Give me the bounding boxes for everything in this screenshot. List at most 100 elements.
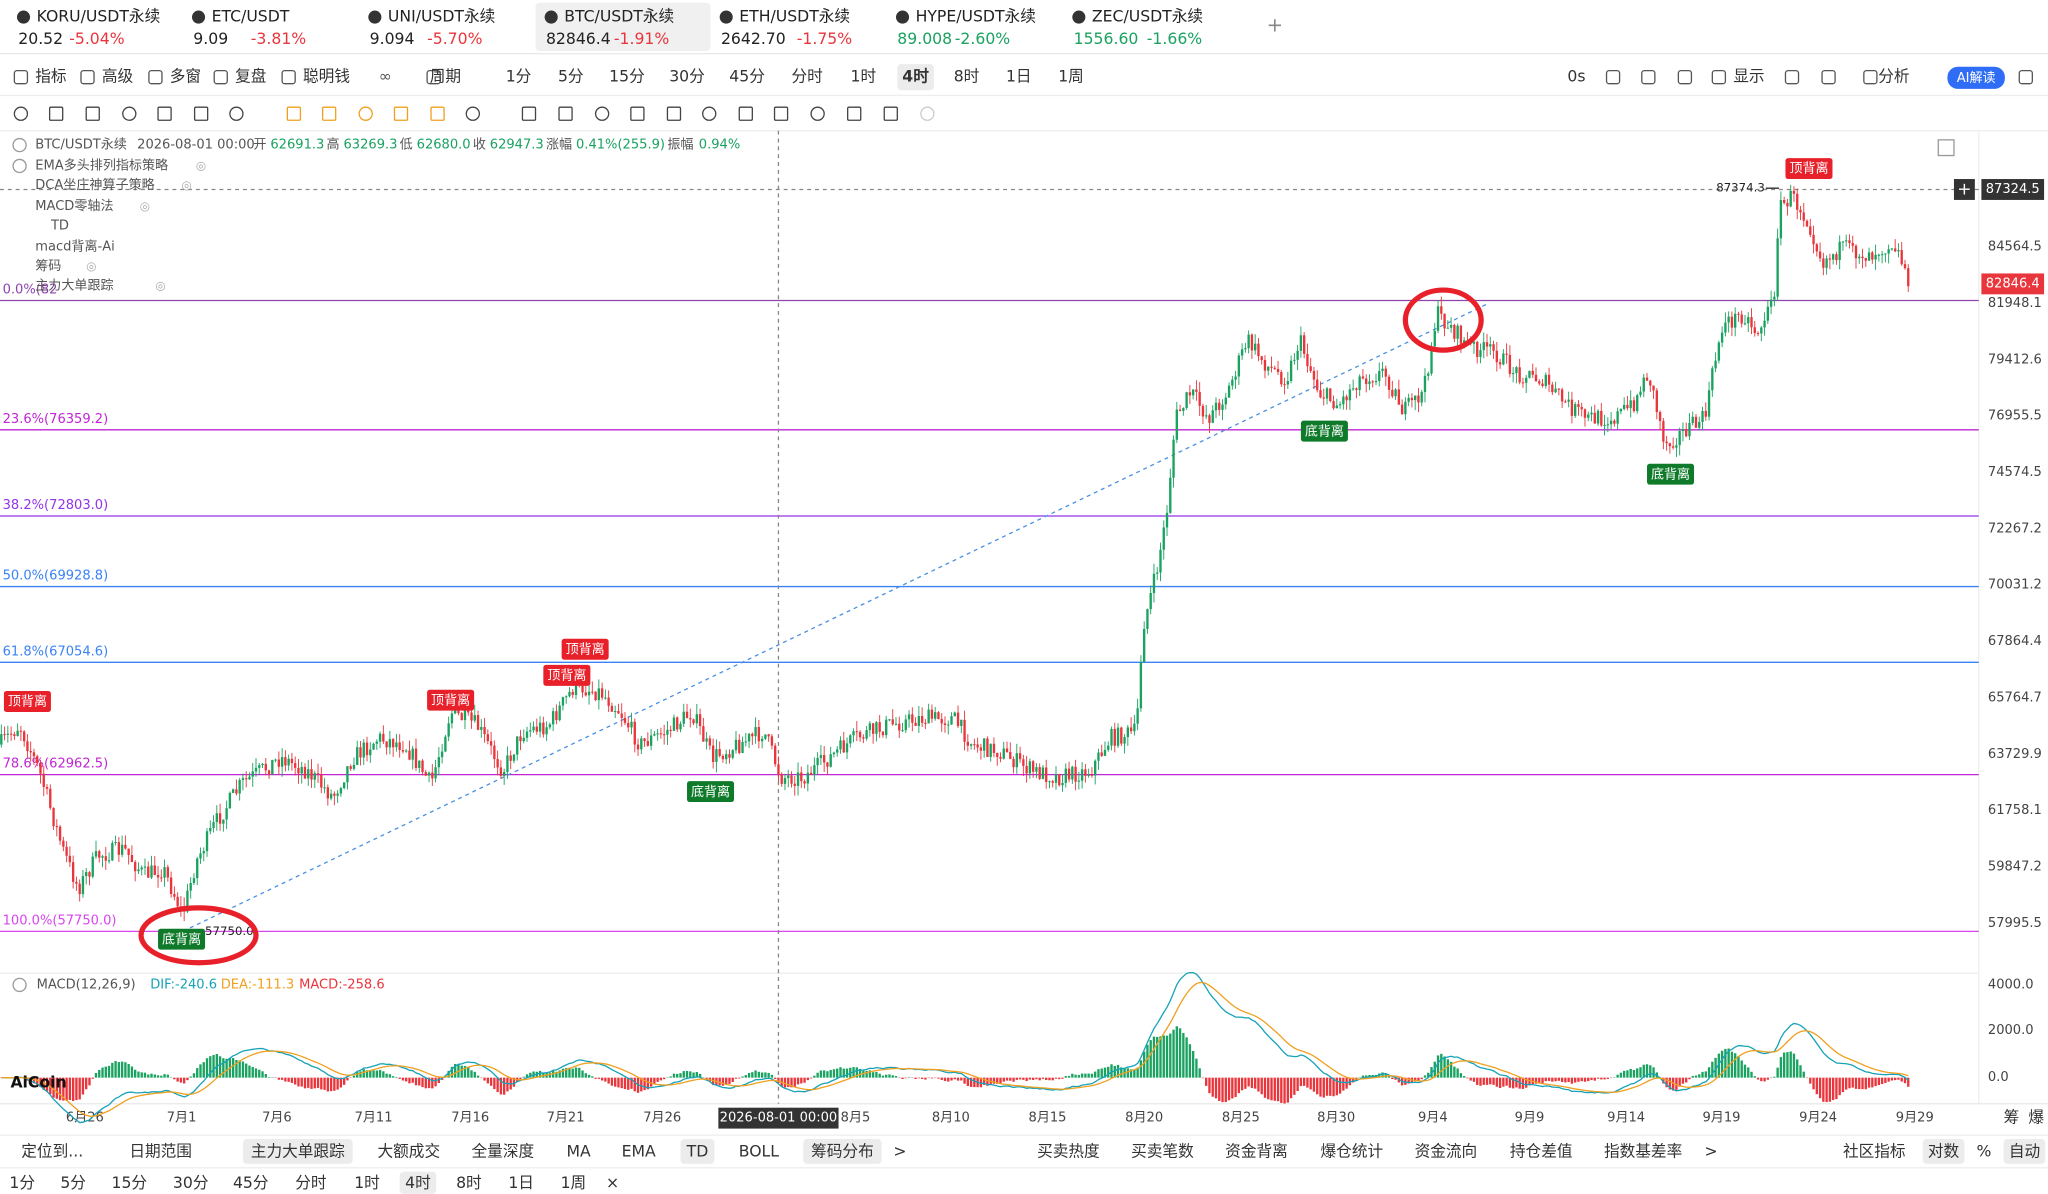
bottom-button[interactable]: > <box>1704 1142 1717 1161</box>
drawing-tool[interactable] <box>847 106 862 121</box>
bottom-button[interactable]: 爆仓统计 <box>1321 1142 1384 1161</box>
indicator-name[interactable]: macd背离-Ai <box>35 238 115 254</box>
period-button[interactable]: 1周 <box>1058 67 1084 86</box>
toolbar-icon[interactable] <box>1821 69 1836 85</box>
toolbar-icon[interactable] <box>2018 69 2033 85</box>
toolbar-icon[interactable] <box>1784 69 1800 85</box>
bottom-button[interactable]: BOLL <box>739 1142 780 1161</box>
bottom-button[interactable]: 买卖热度 <box>1037 1142 1100 1161</box>
toolbar-icon[interactable] <box>1605 69 1621 85</box>
bottom-button[interactable]: 大额成交 <box>378 1142 441 1161</box>
tab-change[interactable]: -5.70% <box>427 29 483 48</box>
bottom-button[interactable]: 全量深度 <box>472 1142 535 1161</box>
period-button[interactable]: 8时 <box>456 1173 482 1192</box>
drawing-tool[interactable] <box>229 106 244 121</box>
crosshair-plus-icon[interactable]: + <box>1957 179 1971 199</box>
tab-symbol[interactable]: ZEC/USDT永续 <box>1092 7 1203 26</box>
bottom-button[interactable]: 对数 <box>1928 1142 1960 1161</box>
period-button[interactable]: × <box>606 1173 619 1192</box>
toolbar-button[interactable]: 指标 <box>35 67 66 86</box>
indicator-name[interactable]: MACD零轴法 <box>35 199 113 214</box>
tab-price[interactable]: 89.008 <box>897 29 952 48</box>
period-button[interactable]: 4时 <box>405 1173 431 1192</box>
drawing-tool[interactable] <box>558 106 573 121</box>
drawing-tool[interactable] <box>48 106 64 121</box>
bottom-button[interactable]: 定位到... <box>21 1142 83 1161</box>
bottom-button[interactable]: 资金背离 <box>1225 1142 1288 1161</box>
tab-symbol[interactable]: UNI/USDT永续 <box>388 7 495 26</box>
period-button[interactable]: 5分 <box>60 1173 86 1192</box>
toolbar-icon[interactable] <box>1863 69 1878 85</box>
drawing-tool[interactable] <box>13 106 29 121</box>
bottom-button[interactable]: > <box>893 1142 906 1161</box>
drawing-tool[interactable] <box>666 106 682 121</box>
bottom-button[interactable]: % <box>1977 1142 1992 1161</box>
tab-change[interactable]: -1.91% <box>614 29 670 48</box>
drawing-tool[interactable] <box>321 106 337 121</box>
toolbar-icon[interactable] <box>1711 69 1727 85</box>
drawing-tool[interactable] <box>594 106 610 121</box>
expand-icon[interactable] <box>1937 139 1955 157</box>
toolbar-button[interactable]: 周期 <box>430 67 461 86</box>
bottom-button[interactable]: 买卖笔数 <box>1131 1142 1194 1161</box>
tab-symbol[interactable]: KORU/USDT永续 <box>37 7 161 26</box>
tab-price[interactable]: 9.094 <box>370 29 415 48</box>
ai-button[interactable] <box>1947 66 2005 89</box>
visibility-icon[interactable]: ◎ <box>182 178 192 192</box>
drawing-tool[interactable] <box>393 106 409 121</box>
period-button[interactable]: 1时 <box>851 67 877 86</box>
drawing-tool[interactable] <box>430 106 445 121</box>
bottom-button[interactable]: 日期范围 <box>129 1142 192 1161</box>
drawing-tool[interactable] <box>193 106 209 121</box>
period-button[interactable]: 1周 <box>561 1173 587 1192</box>
tab-change[interactable]: -2.60% <box>955 29 1011 48</box>
bottom-button[interactable]: 资金流向 <box>1415 1142 1478 1161</box>
period-button[interactable]: 分时 <box>295 1173 327 1192</box>
bottom-button[interactable]: 主力大单跟踪 <box>251 1142 345 1161</box>
indicator-name[interactable]: TD <box>50 219 69 234</box>
period-button[interactable]: 15分 <box>112 1173 148 1192</box>
drawing-tool[interactable] <box>738 106 753 121</box>
tab-change[interactable]: -3.81% <box>251 29 307 48</box>
visibility-icon[interactable]: ◎ <box>196 158 206 172</box>
tab-price[interactable]: 9.09 <box>193 29 228 48</box>
collapse-icon[interactable] <box>12 158 27 174</box>
toolbar-icon[interactable] <box>1677 69 1693 85</box>
visibility-icon[interactable]: ◎ <box>140 199 150 213</box>
crosshair-plus[interactable] <box>1953 179 1975 200</box>
collapse-icon[interactable] <box>12 977 27 993</box>
period-button[interactable]: 1时 <box>354 1173 380 1192</box>
ai-button-label[interactable]: AI解读 <box>1957 71 1996 86</box>
visibility-icon[interactable]: ◎ <box>155 279 165 293</box>
drawing-tool[interactable] <box>521 106 537 121</box>
period-button[interactable]: 5分 <box>558 67 584 86</box>
indicator-name[interactable]: DCA坐庄神算子策略 <box>35 177 154 193</box>
period-button[interactable]: 4时 <box>902 67 929 86</box>
drawing-tool[interactable] <box>630 106 645 121</box>
period-button[interactable]: 30分 <box>173 1173 209 1192</box>
period-button[interactable]: 45分 <box>233 1173 269 1192</box>
period-button[interactable]: 分时 <box>792 67 824 86</box>
drawing-tool[interactable] <box>157 106 172 121</box>
axis-corner[interactable]: 筹 <box>2004 1108 2020 1127</box>
toolbar-button[interactable]: 多窗 <box>170 67 201 86</box>
period-button[interactable]: 30分 <box>669 67 705 86</box>
period-button[interactable]: 1分 <box>9 1173 35 1192</box>
tab-price[interactable]: 20.52 <box>18 29 63 48</box>
drawing-tool[interactable] <box>702 106 717 121</box>
bottom-button[interactable]: 筹码分布 <box>811 1142 874 1161</box>
toolbar-button[interactable]: 复盘 <box>235 67 266 86</box>
period-button[interactable]: 1日 <box>508 1173 534 1192</box>
bottom-button[interactable]: 自动 <box>2009 1142 2040 1161</box>
toolbar-button[interactable]: 聪明钱 <box>303 67 350 86</box>
toolbar-button[interactable]: 高级 <box>102 67 134 86</box>
period-button[interactable]: 15分 <box>609 67 645 86</box>
period-button[interactable]: 45分 <box>729 67 765 86</box>
indicator-name[interactable]: EMA多头排列指标策略 <box>35 157 168 173</box>
drawing-tool[interactable] <box>358 106 373 121</box>
bottom-button[interactable]: 指数基差率 <box>1604 1142 1682 1161</box>
drawing-tool[interactable] <box>883 106 898 121</box>
tab-symbol[interactable]: BTC/USDT永续 <box>564 7 674 26</box>
tab-price[interactable]: 82846.4 <box>546 29 611 48</box>
tab-change[interactable]: -1.75% <box>797 29 853 48</box>
